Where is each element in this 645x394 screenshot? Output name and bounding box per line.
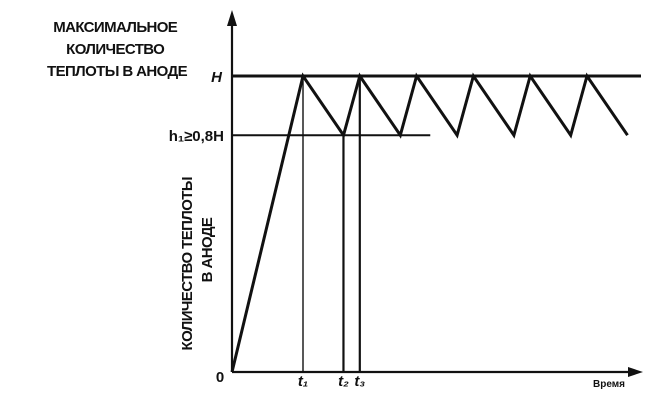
title-line-1: МАКСИМАЛЬНОЕ [53,19,178,36]
h-max-label: H [211,69,223,86]
title-line-3: ТЕПЛОТЫ В АНОДЕ [47,63,188,80]
ylabel-line-1: КОЛИЧЕСТВО ТЕПЛОТЫ [179,177,196,350]
time-markers [302,76,361,372]
title-line-2: КОЛИЧЕСТВО [66,41,165,58]
axes [227,10,643,377]
time-marker-label-1: t₁ [298,373,308,390]
x-axis-arrow-icon [628,367,643,377]
h1-label: h₁≥0,8H [169,128,224,145]
y-axis-label: КОЛИЧЕСТВО ТЕПЛОТЫ В АНОДЕ [179,174,216,351]
time-marker-label-3: t₃ [354,373,365,390]
heat-curve [230,72,629,373]
time-marker-labels: t₁ t₂ t₃ [298,373,366,390]
x-axis-label: Время [593,379,625,390]
time-marker-label-2: t₂ [338,373,349,390]
chart-title: МАКСИМАЛЬНОЕ КОЛИЧЕСТВО ТЕПЛОТЫ В АНОДЕ [47,19,188,80]
reference-levels [232,74,641,137]
ylabel-line-2: В АНОДЕ [199,217,216,282]
origin-label: 0 [216,369,224,386]
y-axis-arrow-icon [227,10,237,26]
